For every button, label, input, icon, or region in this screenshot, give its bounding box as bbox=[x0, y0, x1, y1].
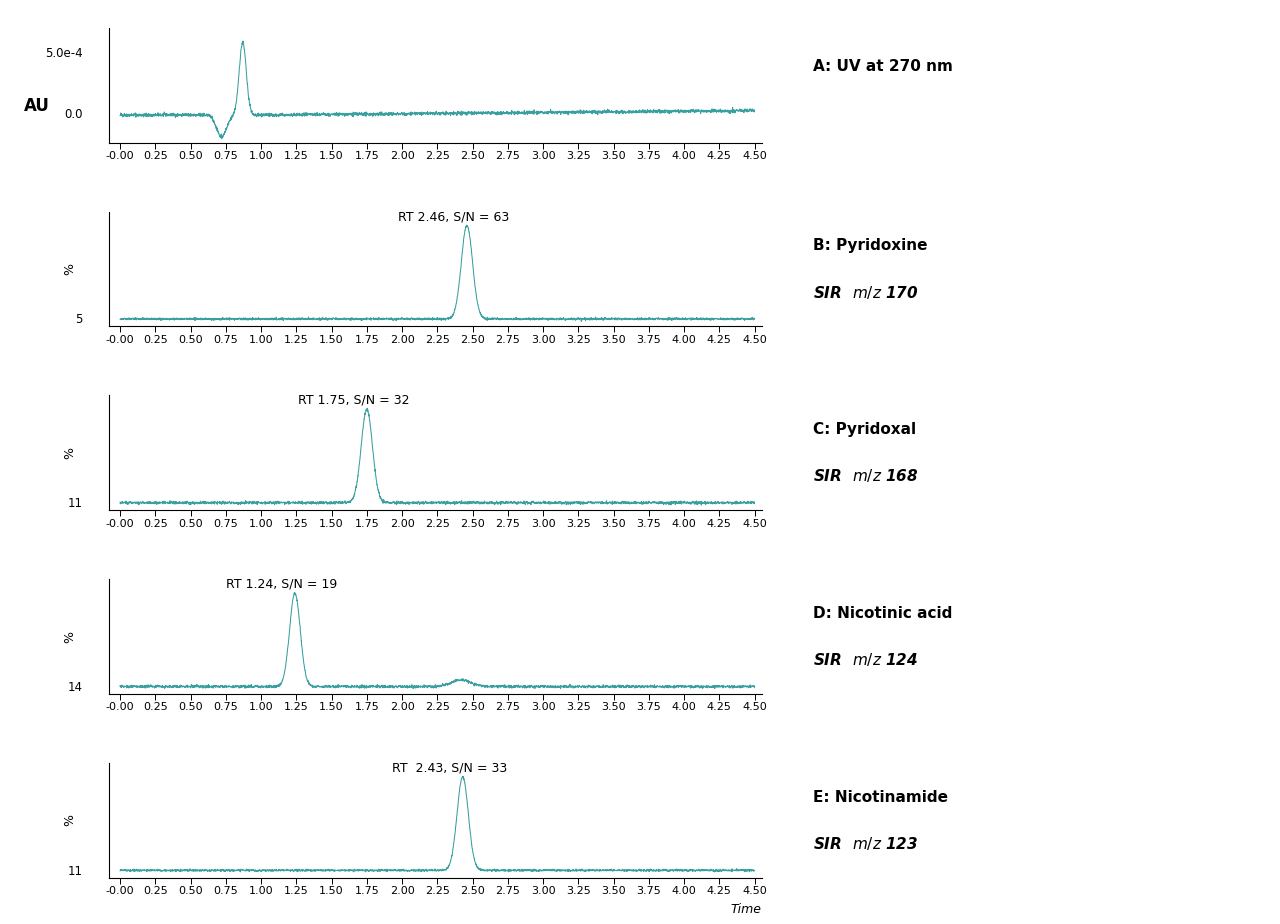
Text: %: % bbox=[63, 447, 76, 458]
Text: RT 1.75, S/N = 32: RT 1.75, S/N = 32 bbox=[298, 394, 410, 407]
Text: %: % bbox=[63, 814, 76, 826]
Text: 14: 14 bbox=[68, 681, 83, 694]
Text: Time: Time bbox=[731, 903, 762, 916]
Text: 0.0: 0.0 bbox=[64, 108, 83, 121]
Text: AU: AU bbox=[24, 97, 50, 115]
Text: SIR  $m/z$ 170: SIR $m/z$ 170 bbox=[813, 284, 919, 300]
Text: 5: 5 bbox=[76, 313, 83, 326]
Text: 11: 11 bbox=[68, 497, 83, 510]
Text: %: % bbox=[63, 263, 76, 275]
Text: D: Nicotinic acid: D: Nicotinic acid bbox=[813, 606, 952, 621]
Text: 11: 11 bbox=[68, 865, 83, 878]
Text: 5.0e-4: 5.0e-4 bbox=[45, 47, 83, 60]
Text: E: Nicotinamide: E: Nicotinamide bbox=[813, 790, 947, 805]
Text: SIR  $m/z$ 168: SIR $m/z$ 168 bbox=[813, 468, 918, 484]
Text: B: Pyridoxine: B: Pyridoxine bbox=[813, 238, 927, 253]
Text: SIR  $m/z$ 123: SIR $m/z$ 123 bbox=[813, 835, 918, 852]
Text: RT 1.24, S/N = 19: RT 1.24, S/N = 19 bbox=[227, 578, 338, 590]
Text: C: Pyridoxal: C: Pyridoxal bbox=[813, 422, 916, 437]
Text: A: UV at 270 nm: A: UV at 270 nm bbox=[813, 59, 952, 74]
Text: SIR  $m/z$ 124: SIR $m/z$ 124 bbox=[813, 651, 918, 668]
Text: RT 2.46, S/N = 63: RT 2.46, S/N = 63 bbox=[398, 210, 509, 223]
Text: RT  2.43, S/N = 33: RT 2.43, S/N = 33 bbox=[392, 761, 507, 774]
Text: %: % bbox=[63, 630, 76, 642]
